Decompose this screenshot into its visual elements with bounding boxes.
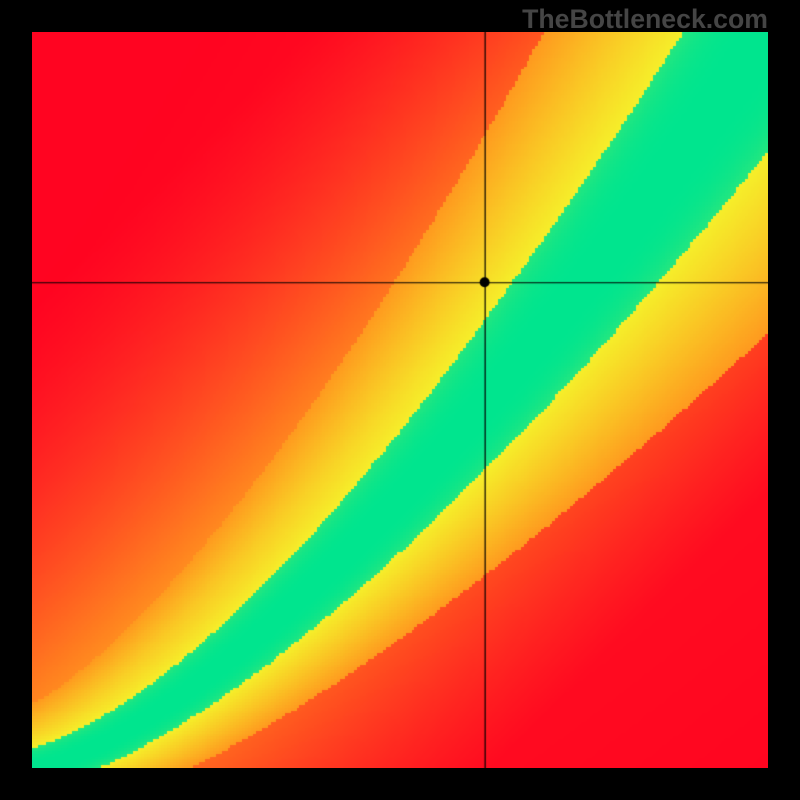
figure-container: TheBottleneck.com: [0, 0, 800, 800]
bottleneck-heatmap: [32, 32, 768, 768]
watermark-text: TheBottleneck.com: [522, 4, 768, 35]
